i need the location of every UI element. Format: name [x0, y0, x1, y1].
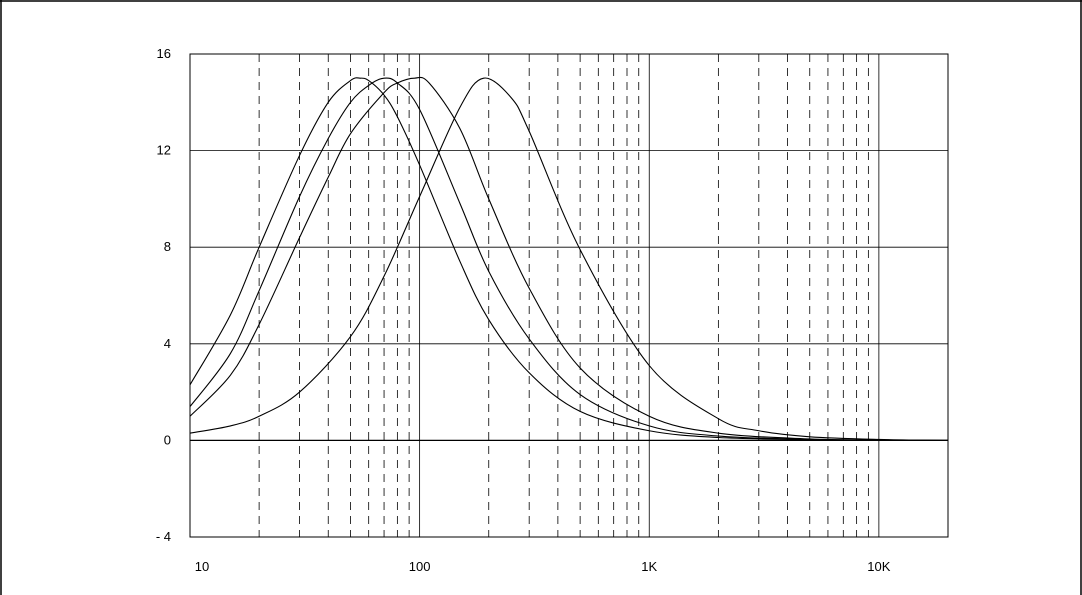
series-line-2	[189, 77, 949, 441]
y-tick-label: - 4	[156, 529, 171, 544]
y-tick-label: 4	[164, 336, 171, 351]
y-tick-label: 12	[157, 143, 171, 158]
tick-labels: 16 12 8 4 0 - 4 10 100 1K 10K	[156, 46, 891, 574]
series-line-1	[189, 77, 949, 441]
y-tick-label: 0	[164, 432, 171, 447]
x-tick-label: 100	[409, 559, 431, 574]
x-tick-label: 10	[195, 559, 209, 574]
grid	[189, 53, 949, 538]
series-line-3	[189, 76, 949, 441]
plot-border	[189, 53, 949, 538]
series-line-4	[189, 77, 949, 441]
curves	[189, 76, 949, 441]
y-tick-label: 16	[157, 46, 171, 61]
y-tick-label: 8	[164, 239, 171, 254]
x-tick-label: 1K	[641, 559, 657, 574]
x-tick-label: 10K	[867, 559, 890, 574]
